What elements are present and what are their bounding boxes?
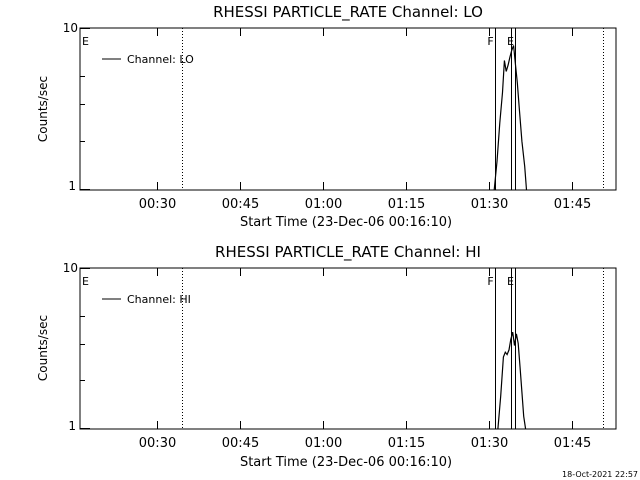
- y-tick-label: 10: [63, 21, 78, 35]
- x-tick-label: 00:45: [222, 436, 259, 451]
- event-marker-label: E: [507, 35, 514, 48]
- x-tick-label: 01:00: [305, 436, 342, 451]
- x-axis-label: Start Time (23-Dec-06 00:16:10): [240, 455, 452, 470]
- event-marker-label: E: [507, 275, 514, 288]
- chart-panel-lo: RHESSI PARTICLE_RATE Channel: LO 10 1 Co…: [36, 3, 617, 230]
- event-marker-label: E: [82, 35, 89, 48]
- x-tick-label: 01:15: [388, 197, 425, 212]
- event-marker-label: F: [487, 35, 493, 48]
- legend: Channel: LO: [102, 53, 194, 66]
- x-axis-label: Start Time (23-Dec-06 00:16:10): [240, 215, 452, 230]
- y-tick-label: 1: [68, 179, 76, 193]
- y-tick-marks: [80, 28, 90, 190]
- chart-title: RHESSI PARTICLE_RATE Channel: HI: [215, 243, 481, 262]
- y-tick-label: 1: [68, 419, 76, 433]
- x-ticks: 00:30 00:45 01:00 01:15 01:30 01:45: [139, 28, 591, 212]
- plot-frame: [79, 27, 617, 191]
- chart-title: RHESSI PARTICLE_RATE Channel: LO: [213, 3, 483, 22]
- y-axis-label: Counts/sec: [36, 315, 50, 381]
- x-tick-label: 01:30: [471, 197, 508, 212]
- y-axis-label: Counts/sec: [36, 76, 50, 142]
- event-marker-label: E: [82, 275, 89, 288]
- x-ticks: 00:30 00:45 01:00 01:15 01:30 01:45: [139, 268, 591, 451]
- chart-panel-hi: RHESSI PARTICLE_RATE Channel: HI 10 1 Co…: [36, 243, 617, 470]
- series-line: [493, 45, 528, 191]
- y-tick-marks: [80, 268, 90, 429]
- legend-label: Channel: HI: [127, 293, 191, 306]
- x-tick-label: 01:30: [471, 436, 508, 451]
- x-tick-label: 01:45: [554, 197, 591, 212]
- x-tick-label: 01:45: [554, 436, 591, 451]
- event-marker-label: F: [487, 275, 493, 288]
- series-line: [497, 331, 527, 430]
- legend: Channel: HI: [102, 293, 191, 306]
- x-tick-label: 00:30: [139, 197, 176, 212]
- data-series: [493, 45, 528, 191]
- timestamp-footer: 18-Oct-2021 22:57: [562, 470, 638, 479]
- plot-frame: [79, 267, 617, 430]
- x-tick-label: 00:45: [222, 197, 259, 212]
- y-tick-label: 10: [63, 261, 78, 275]
- x-tick-label: 01:15: [388, 436, 425, 451]
- legend-label: Channel: LO: [127, 53, 194, 66]
- data-series: [497, 331, 527, 430]
- x-tick-label: 01:00: [305, 197, 342, 212]
- x-tick-label: 00:30: [139, 436, 176, 451]
